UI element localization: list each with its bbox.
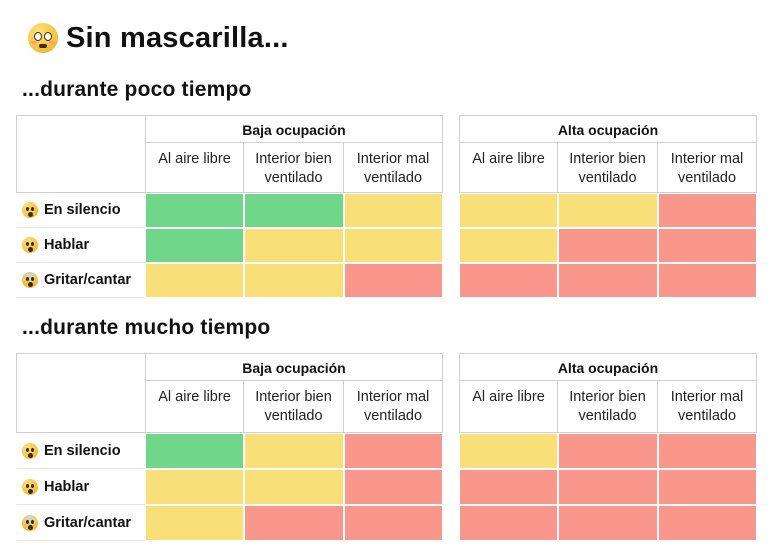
risk-cell xyxy=(658,228,757,263)
page-title-text: Sin mascarilla... xyxy=(66,21,289,54)
risk-cell xyxy=(459,228,558,263)
risk-cell xyxy=(459,433,558,469)
group-header-alta: Alta ocupación xyxy=(459,115,757,143)
column-header: Al aire libre xyxy=(145,381,244,433)
column-header: Al aire libre xyxy=(459,381,558,433)
column-header: Al aire libre xyxy=(459,143,558,193)
row-label-text: Hablar xyxy=(44,237,90,253)
risk-cell xyxy=(658,263,757,298)
risk-cell xyxy=(145,505,244,541)
column-header: Interior mal ventilado xyxy=(658,381,757,433)
risk-cell xyxy=(558,193,658,228)
header-corner xyxy=(16,353,146,433)
header-corner xyxy=(16,115,146,193)
risk-cell xyxy=(344,263,443,298)
risk-cell xyxy=(145,263,244,298)
risk-table-long: Baja ocupación Al aire libre Interior bien… xyxy=(16,353,760,541)
hushed-face-icon xyxy=(22,237,38,253)
row-label: Gritar/cantar xyxy=(16,263,145,298)
row-label: Gritar/cantar xyxy=(16,505,145,541)
risk-cell xyxy=(344,469,443,505)
column-header: Interior mal ventilado xyxy=(344,143,443,193)
risk-cell xyxy=(558,505,658,541)
risk-cell xyxy=(244,228,344,263)
risk-cell xyxy=(344,433,443,469)
row-label: En silencio xyxy=(16,433,145,469)
risk-cell xyxy=(344,505,443,541)
risk-cell xyxy=(459,263,558,298)
screaming-face-icon xyxy=(22,514,38,531)
risk-cell xyxy=(344,228,443,263)
hushed-face-icon xyxy=(22,478,38,495)
risk-cell xyxy=(459,505,558,541)
face-with-hand-over-mouth-icon xyxy=(22,442,38,459)
column-header: Interior mal ventilado xyxy=(658,143,757,193)
column-header: Interior bien ventilado xyxy=(558,381,658,433)
risk-cell xyxy=(145,228,244,263)
risk-cell xyxy=(558,263,658,298)
risk-cell xyxy=(459,469,558,505)
risk-cell xyxy=(658,505,757,541)
risk-cell xyxy=(558,469,658,505)
risk-cell xyxy=(344,193,443,228)
section-heading-long: ...durante mucho tiempo xyxy=(22,316,271,339)
section-heading-short: ...durante poco tiempo xyxy=(22,78,252,101)
row-label-text: Hablar xyxy=(44,478,90,495)
row-label: Hablar xyxy=(16,228,145,263)
risk-cell xyxy=(244,263,344,298)
row-label-text: Gritar/cantar xyxy=(44,272,132,288)
column-header: Interior bien ventilado xyxy=(244,381,344,433)
risk-cell xyxy=(658,433,757,469)
risk-cell xyxy=(558,433,658,469)
risk-cell xyxy=(145,469,244,505)
face-with-hand-over-mouth-icon xyxy=(22,202,38,218)
risk-cell xyxy=(145,433,244,469)
row-label-text: En silencio xyxy=(44,202,121,218)
row-label: Hablar xyxy=(16,469,145,505)
column-header: Interior mal ventilado xyxy=(344,381,443,433)
column-header: Interior bien ventilado xyxy=(244,143,344,193)
flushed-face-icon xyxy=(28,23,58,53)
risk-cell xyxy=(244,193,344,228)
risk-cell xyxy=(658,193,757,228)
risk-table-short: Baja ocupación Al aire libre Interior bien… xyxy=(16,115,760,298)
column-header: Al aire libre xyxy=(145,143,244,193)
row-label: En silencio xyxy=(16,193,145,228)
screaming-face-icon xyxy=(22,272,38,288)
group-header-alta: Alta ocupación xyxy=(459,353,757,381)
row-label-text: En silencio xyxy=(44,442,121,459)
risk-cell xyxy=(658,469,757,505)
risk-cell xyxy=(145,193,244,228)
group-header-baja: Baja ocupación xyxy=(145,115,443,143)
column-header: Interior bien ventilado xyxy=(558,143,658,193)
page-title: Sin mascarilla... xyxy=(28,16,289,60)
risk-cell xyxy=(558,228,658,263)
row-label-text: Gritar/cantar xyxy=(44,514,132,531)
group-header-baja: Baja ocupación xyxy=(145,353,443,381)
risk-cell xyxy=(459,193,558,228)
risk-cell xyxy=(244,433,344,469)
risk-cell xyxy=(244,469,344,505)
risk-cell xyxy=(244,505,344,541)
